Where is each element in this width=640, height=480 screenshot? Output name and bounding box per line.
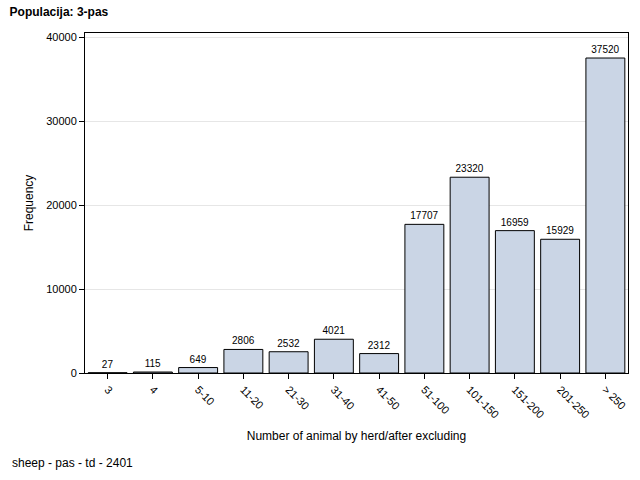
svg-text:20000: 20000 <box>46 199 77 211</box>
svg-text:> 250: > 250 <box>600 384 628 412</box>
svg-text:4021: 4021 <box>323 325 346 336</box>
svg-text:2532: 2532 <box>277 338 300 349</box>
svg-text:37520: 37520 <box>591 44 619 55</box>
svg-text:Populacija: 3-pas: Populacija: 3-pas <box>10 5 109 19</box>
svg-text:17707: 17707 <box>410 210 438 221</box>
svg-text:101-150: 101-150 <box>464 384 501 421</box>
svg-text:649: 649 <box>190 354 207 365</box>
svg-text:41-50: 41-50 <box>374 384 402 412</box>
svg-text:11-20: 11-20 <box>238 384 266 412</box>
svg-text:4: 4 <box>148 384 161 397</box>
svg-text:30000: 30000 <box>46 115 77 127</box>
svg-text:Number of animal by herd/after: Number of animal by herd/after excluding <box>247 429 466 443</box>
svg-text:16959: 16959 <box>501 217 529 228</box>
svg-text:10000: 10000 <box>46 283 77 295</box>
svg-text:27: 27 <box>102 359 114 370</box>
svg-text:2312: 2312 <box>368 340 391 351</box>
svg-text:51-100: 51-100 <box>419 384 452 417</box>
svg-text:151-200: 151-200 <box>510 384 547 421</box>
svg-text:115: 115 <box>145 358 161 369</box>
svg-text:2806: 2806 <box>232 335 255 346</box>
svg-text:0: 0 <box>71 367 77 379</box>
svg-text:Frequency: Frequency <box>22 175 36 232</box>
svg-text:23320: 23320 <box>456 163 484 174</box>
svg-text:201-250: 201-250 <box>555 384 592 421</box>
svg-text:31-40: 31-40 <box>329 384 357 412</box>
svg-text:40000: 40000 <box>46 31 77 43</box>
svg-text:5-10: 5-10 <box>193 384 217 408</box>
svg-text:15929: 15929 <box>546 225 574 236</box>
svg-text:sheep - pas - td - 2401: sheep - pas - td - 2401 <box>12 456 133 470</box>
svg-text:21-30: 21-30 <box>283 384 311 412</box>
svg-text:3: 3 <box>102 384 115 397</box>
